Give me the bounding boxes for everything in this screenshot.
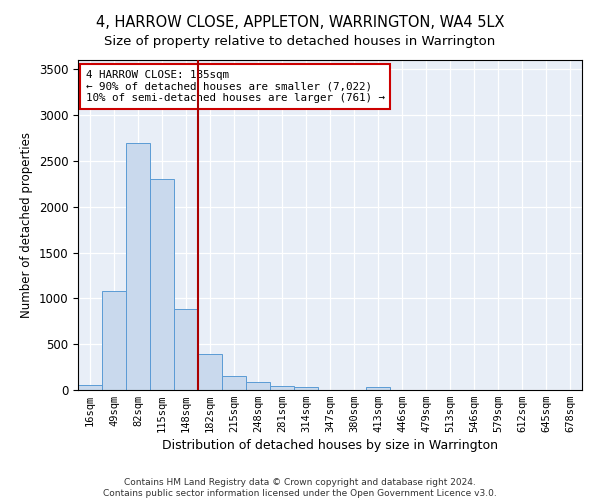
X-axis label: Distribution of detached houses by size in Warrington: Distribution of detached houses by size … [162,440,498,452]
Bar [246,382,270,390]
Bar [270,386,294,390]
Bar [222,376,246,390]
Y-axis label: Number of detached properties: Number of detached properties [20,132,33,318]
Bar [126,142,150,390]
Bar [366,387,390,390]
Text: Contains HM Land Registry data © Crown copyright and database right 2024.
Contai: Contains HM Land Registry data © Crown c… [103,478,497,498]
Bar [102,291,126,390]
Text: Size of property relative to detached houses in Warrington: Size of property relative to detached ho… [104,35,496,48]
Bar [78,386,102,390]
Bar [198,354,222,390]
Bar [174,310,198,390]
Text: 4, HARROW CLOSE, APPLETON, WARRINGTON, WA4 5LX: 4, HARROW CLOSE, APPLETON, WARRINGTON, W… [96,15,504,30]
Bar [150,179,174,390]
Text: 4 HARROW CLOSE: 185sqm
← 90% of detached houses are smaller (7,022)
10% of semi-: 4 HARROW CLOSE: 185sqm ← 90% of detached… [86,70,385,103]
Bar [294,387,318,390]
